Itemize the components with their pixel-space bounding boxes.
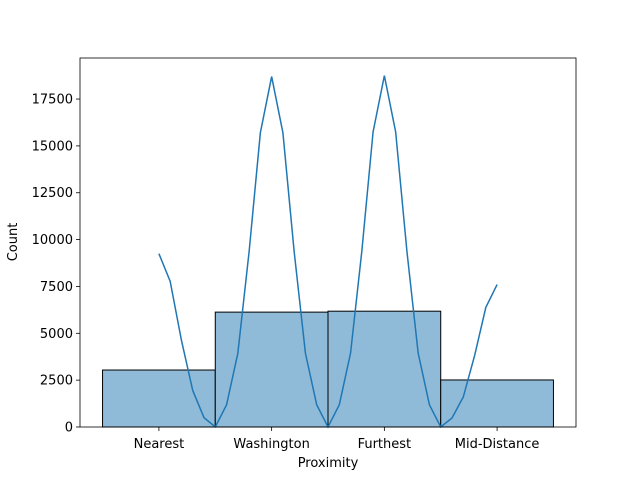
y-tick-label: 15000 [32,139,73,154]
y-tick-label: 2500 [40,374,73,389]
y-tick-label: 0 [65,421,73,436]
y-tick-label: 10000 [32,233,73,248]
bar [102,369,216,428]
y-tick-label: 17500 [32,93,73,108]
y-tick-label: 12500 [32,186,73,201]
x-axis-label: Proximity [298,456,359,471]
bar [327,310,442,428]
x-tick-label: Washington [233,437,309,452]
x-tick-label: Mid-Distance [455,437,540,452]
axes-frame [79,57,577,428]
y-tick-label: 7500 [40,280,73,295]
bar [440,379,554,428]
y-axis-label: Count [6,223,21,262]
x-tick-label: Nearest [134,437,185,452]
x-tick-label: Furthest [358,437,412,452]
bar [214,311,329,428]
y-tick-label: 5000 [40,327,73,342]
